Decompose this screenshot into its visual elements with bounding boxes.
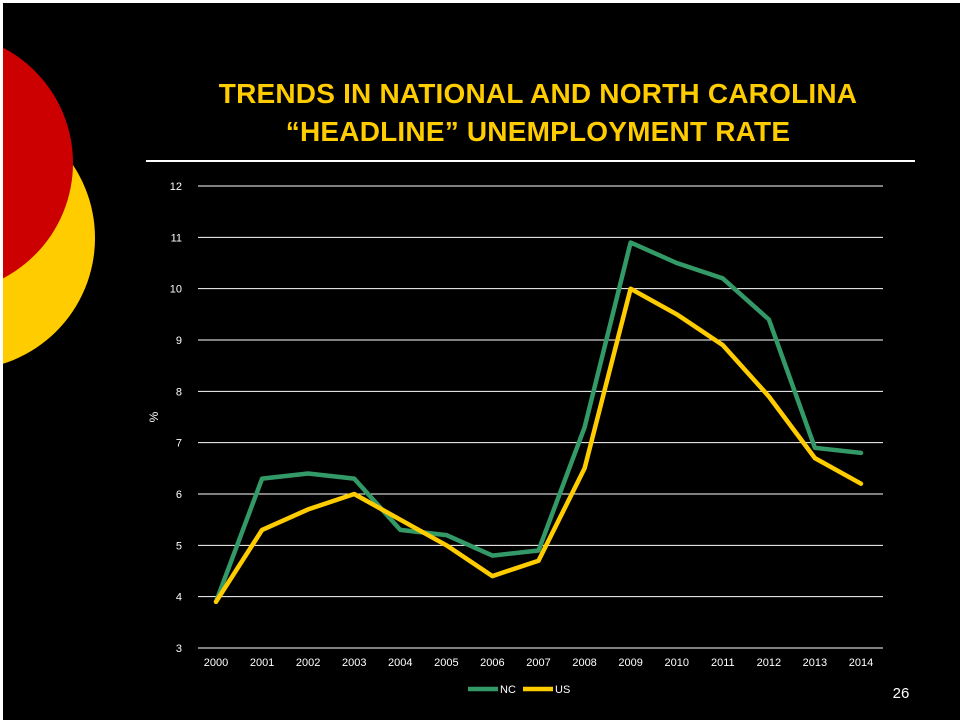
data-point-nc <box>445 534 447 536</box>
y-tick-label: 3 <box>176 643 182 655</box>
data-point-us <box>399 519 401 521</box>
data-point-nc <box>538 549 539 551</box>
page-number: 26 <box>892 685 910 702</box>
y-tick-label: 10 <box>170 284 182 296</box>
y-tick-label: 8 <box>176 386 182 398</box>
x-tick-label: 2010 <box>664 657 688 669</box>
y-tick-label: 9 <box>176 335 182 347</box>
data-point-us <box>676 313 678 315</box>
data-point-us <box>538 560 539 562</box>
data-point-us <box>722 344 724 346</box>
slide: TRENDS IN NATIONAL AND NORTH CAROLINA “H… <box>3 3 960 720</box>
slide-title-line-1: TRENDS IN NATIONAL AND NORTH CAROLINA <box>218 78 858 109</box>
data-point-nc <box>353 478 355 480</box>
decorative-circles <box>3 47 95 364</box>
y-tick-label: 4 <box>176 592 182 604</box>
chart-y-axis-label: % <box>147 411 161 422</box>
x-tick-label: 2009 <box>618 657 642 669</box>
data-point-us <box>215 601 217 603</box>
x-tick-label: 2011 <box>711 657 735 669</box>
slide-title: TRENDS IN NATIONAL AND NORTH CAROLINA “H… <box>143 75 933 151</box>
x-tick-label: 2005 <box>434 657 458 669</box>
data-point-nc <box>676 262 678 264</box>
series-line-us <box>213 286 864 605</box>
y-tick-label: 5 <box>176 540 182 552</box>
chart-gridlines <box>198 185 883 649</box>
data-point-nc <box>814 447 816 449</box>
x-tick-label: 2004 <box>388 657 412 669</box>
data-point-us <box>307 508 309 510</box>
data-point-nc <box>768 318 770 320</box>
legend-label-nc: NC <box>500 684 516 696</box>
y-tick-label: 12 <box>170 181 182 193</box>
data-point-us <box>768 395 770 397</box>
x-tick-label: 2007 <box>526 657 550 669</box>
title-underline <box>146 160 915 162</box>
y-tick-label: 6 <box>176 489 182 501</box>
data-point-nc <box>399 529 401 531</box>
chart-series <box>213 240 864 605</box>
data-point-nc <box>722 277 724 279</box>
x-tick-label: 2013 <box>803 657 827 669</box>
x-tick-label: 2006 <box>480 657 504 669</box>
chart-y-tick-labels: 3 4 5 6 7 8 9 10 11 12 <box>170 181 182 655</box>
data-point-us <box>584 467 586 469</box>
data-point-nc <box>584 426 586 428</box>
data-point-nc <box>307 472 309 474</box>
data-point-nc <box>860 452 862 454</box>
data-point-us <box>261 529 263 531</box>
data-point-nc <box>630 241 632 243</box>
x-tick-label: 2008 <box>572 657 596 669</box>
y-tick-label: 11 <box>171 232 182 244</box>
series-line-nc <box>213 240 864 605</box>
legend-label-us: US <box>555 684 570 696</box>
chart-x-tick-labels: 2000 2001 2002 2003 2004 2005 2006 2007 2008 2009… <box>204 657 873 669</box>
decorative-red-circle <box>3 47 73 279</box>
data-point-us <box>860 483 862 485</box>
data-point-us <box>445 544 447 546</box>
x-tick-label: 2014 <box>849 657 873 669</box>
x-tick-label: 2003 <box>342 657 366 669</box>
x-tick-label: 2001 <box>250 657 274 669</box>
data-point-us <box>814 457 816 459</box>
x-tick-label: 2012 <box>757 657 781 669</box>
data-point-us <box>353 493 355 495</box>
data-point-us <box>630 288 632 290</box>
data-point-us <box>491 575 493 577</box>
data-point-nc <box>491 555 493 557</box>
data-point-nc <box>261 478 263 480</box>
slide-title-line-2: “HEADLINE” UNEMPLOYMENT RATE <box>285 116 791 147</box>
x-tick-label: 2002 <box>296 657 320 669</box>
x-tick-label: 2000 <box>204 657 228 669</box>
y-tick-label: 7 <box>176 438 182 450</box>
chart-legend: NC US <box>468 684 570 696</box>
